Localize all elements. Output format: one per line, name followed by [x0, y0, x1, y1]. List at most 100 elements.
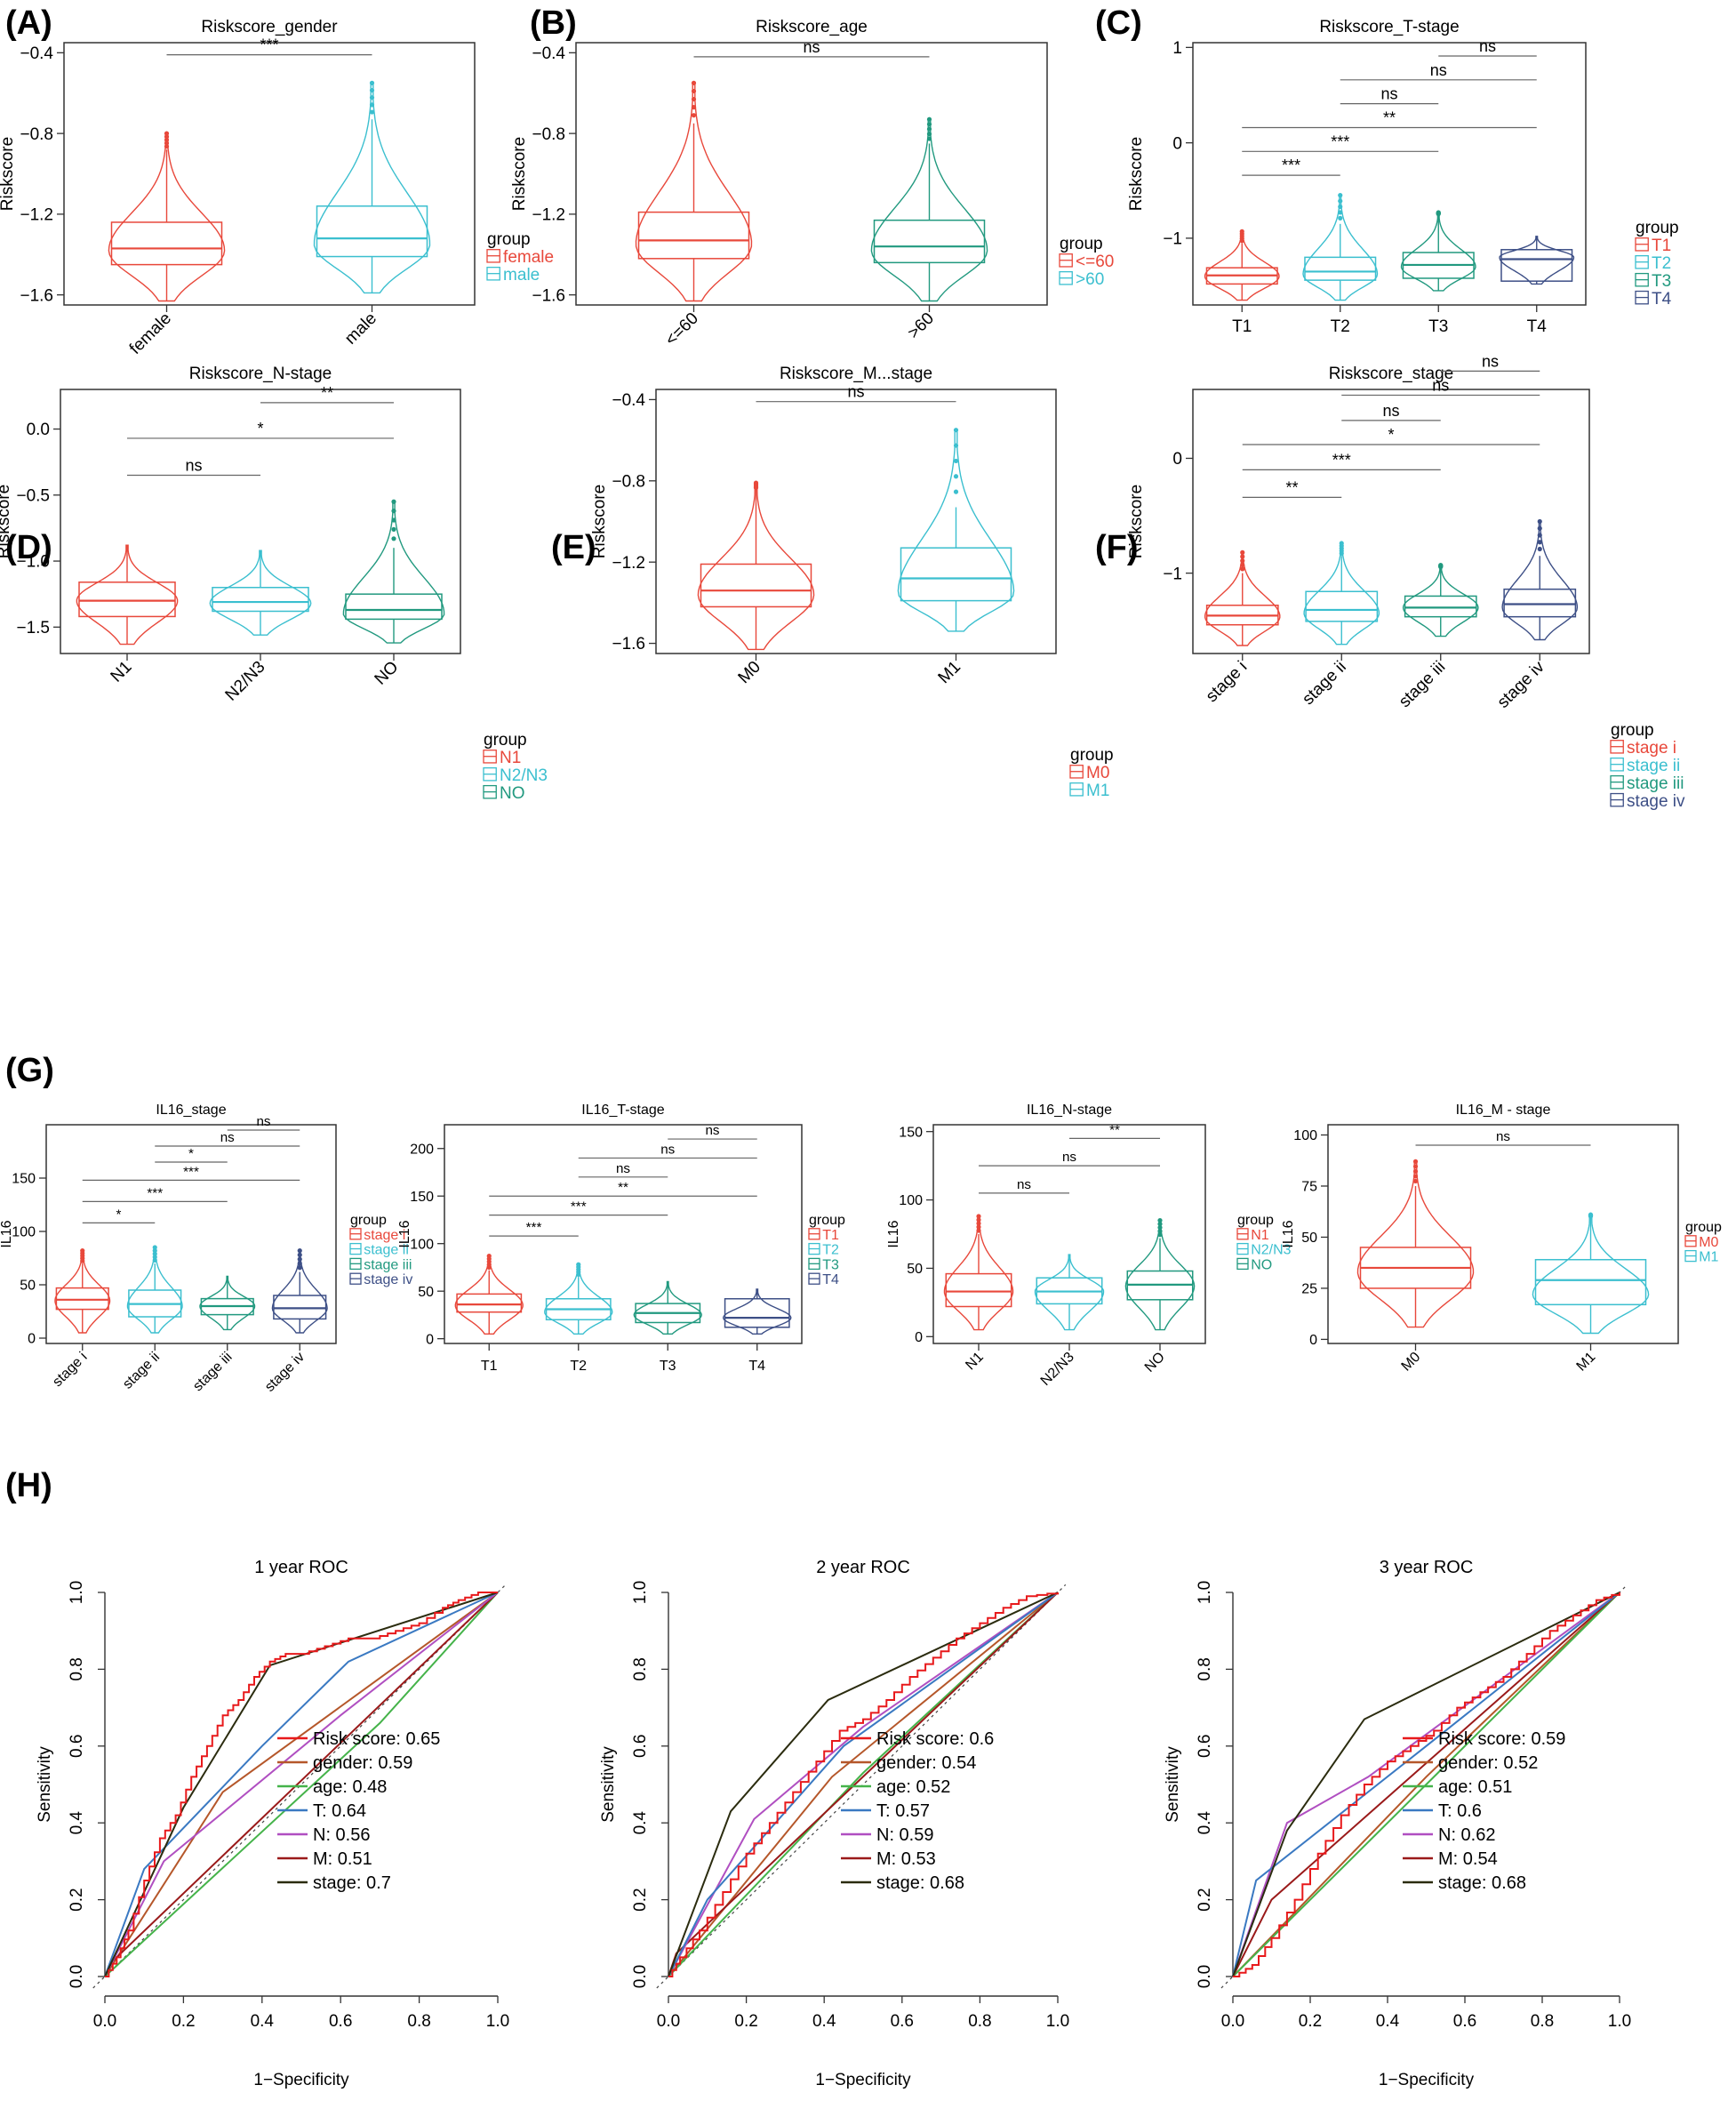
significance-label: *** — [260, 36, 278, 54]
category-label: female — [126, 309, 175, 358]
legend-label: stage iii — [1627, 774, 1684, 793]
category-label: M0 — [1399, 1350, 1424, 1375]
legend-label: stage: 0.68 — [876, 1873, 964, 1893]
category-label: T4 — [748, 1359, 765, 1374]
y-axis-label: Riskscore — [0, 485, 13, 558]
roc-chart-H3: 3 year ROC 0.0 0.0 0.2 0.2 0.4 0.4 0.6 0.6 0.8 0.8… — [1164, 1558, 1631, 2089]
legend-title: group — [487, 230, 531, 249]
plot-frame — [45, 1124, 337, 1344]
legend-label: stage iv — [364, 1272, 412, 1287]
x-axis-label: 1−Specificity — [1379, 2071, 1475, 2089]
chart-title: 3 year ROC — [1380, 1558, 1474, 1577]
violin-N1 — [76, 544, 179, 646]
outlier-point — [152, 1251, 157, 1256]
outlier-point — [1412, 1178, 1419, 1184]
y-tick-label: 0.0 — [68, 1965, 86, 1988]
outlier-point — [1157, 1218, 1163, 1223]
category-label: T2 — [1331, 317, 1350, 336]
y-tick-label: 0 — [1172, 450, 1182, 469]
outlier-point — [152, 1255, 157, 1260]
outlier-point — [576, 1262, 581, 1267]
panel-letter-e: (E) — [551, 529, 596, 566]
outlier-point — [391, 536, 396, 541]
box-NO — [345, 593, 443, 621]
roc-curve-N — [1232, 1592, 1620, 1977]
y-axis-label: Sensitivity — [599, 1746, 618, 1823]
outlier-point — [80, 1248, 85, 1254]
y-tick-label: −1.6 — [20, 286, 53, 305]
legend-label: T3 — [822, 1257, 839, 1272]
outlier-point — [1537, 533, 1542, 538]
significance-label: *** — [147, 1185, 163, 1200]
category-label: male — [341, 309, 380, 349]
legend-title: group — [350, 1213, 387, 1228]
significance-label: * — [1388, 426, 1394, 444]
box-stage iv — [1503, 588, 1577, 618]
x-tick-label: 0.2 — [1299, 2012, 1322, 2031]
y-tick-label: 50 — [20, 1279, 36, 1294]
outlier-point — [369, 95, 375, 100]
roc-curve-gender — [104, 1592, 499, 1977]
x-tick-label: 0.0 — [93, 2012, 116, 2031]
x-tick-label: 0.2 — [172, 2012, 195, 2031]
panel-letter-f: (F) — [1095, 529, 1139, 566]
significance-label: * — [116, 1207, 122, 1222]
outlier-point — [369, 87, 375, 93]
x-tick-label: 1.0 — [486, 2012, 509, 2031]
legend-label: Risk score: 0.6 — [876, 1729, 994, 1749]
panel-letter-a: (A) — [5, 4, 52, 42]
chart-title: Riskscore_age — [756, 18, 868, 36]
violin-chart-E: Riskscore_M...stage −1.6 −1.2 −0.8 −0.4 Risks… — [590, 365, 1114, 800]
legend-title: group — [484, 731, 527, 750]
legend-label: T: 0.6 — [1438, 1801, 1482, 1821]
y-axis-label: IL16 — [1281, 1220, 1296, 1247]
significance-label: ns — [1062, 1150, 1076, 1165]
y-tick-label: −1.0 — [16, 553, 50, 572]
outlier-point — [369, 102, 375, 108]
significance-label: ns — [185, 457, 202, 475]
legend-label: T3 — [1652, 272, 1671, 291]
roc-curve-age — [668, 1592, 1059, 1977]
outlier-point — [391, 509, 396, 514]
outlier-point — [1157, 1222, 1163, 1227]
significance-label: ** — [1383, 108, 1396, 126]
legend-label: Risk score: 0.65 — [313, 1729, 440, 1749]
significance-label: ns — [616, 1161, 630, 1176]
y-axis-label: IL16 — [397, 1220, 412, 1247]
category-label: M0 — [735, 658, 765, 688]
legend-label: T4 — [822, 1272, 839, 1287]
y-axis-label: IL16 — [0, 1220, 14, 1247]
y-tick-label: 0.2 — [631, 1888, 650, 1911]
significance-label: ns — [1479, 37, 1496, 55]
legend-label: stage ii — [1627, 757, 1680, 775]
category-label: stage ii — [120, 1350, 163, 1392]
roc-curve-gender — [1232, 1592, 1620, 1977]
outlier-point — [691, 96, 697, 102]
box-M0 — [700, 563, 812, 608]
outlier-point — [486, 1254, 492, 1259]
significance-label: ** — [618, 1180, 628, 1195]
box-T1 — [456, 1293, 523, 1313]
y-tick-label: 0 — [1309, 1333, 1317, 1348]
box-stage iv — [273, 1295, 327, 1320]
legend-label: <=60 — [1076, 253, 1114, 271]
outlier-point — [953, 428, 959, 433]
box-T4 — [1500, 249, 1573, 282]
chart-title: IL16_T-stage — [581, 1103, 665, 1118]
y-tick-label: 50 — [418, 1285, 434, 1300]
box-stage i — [55, 1287, 109, 1311]
outlier-point — [1339, 541, 1344, 546]
category-label: stage i — [1203, 658, 1251, 706]
y-tick-label: 0.0 — [1196, 1965, 1214, 1988]
y-tick-label: 0.8 — [1196, 1657, 1214, 1680]
x-tick-label: 0.0 — [1221, 2012, 1244, 2031]
x-tick-label: 0.4 — [1376, 2012, 1400, 2031]
chart-title: Riskscore_stage — [1329, 365, 1453, 383]
significance-label: *** — [1331, 132, 1349, 150]
y-tick-label: 0.6 — [1196, 1735, 1214, 1758]
outlier-point — [926, 126, 932, 132]
outlier-point — [297, 1256, 302, 1262]
legend-label: N: 0.56 — [313, 1825, 370, 1845]
